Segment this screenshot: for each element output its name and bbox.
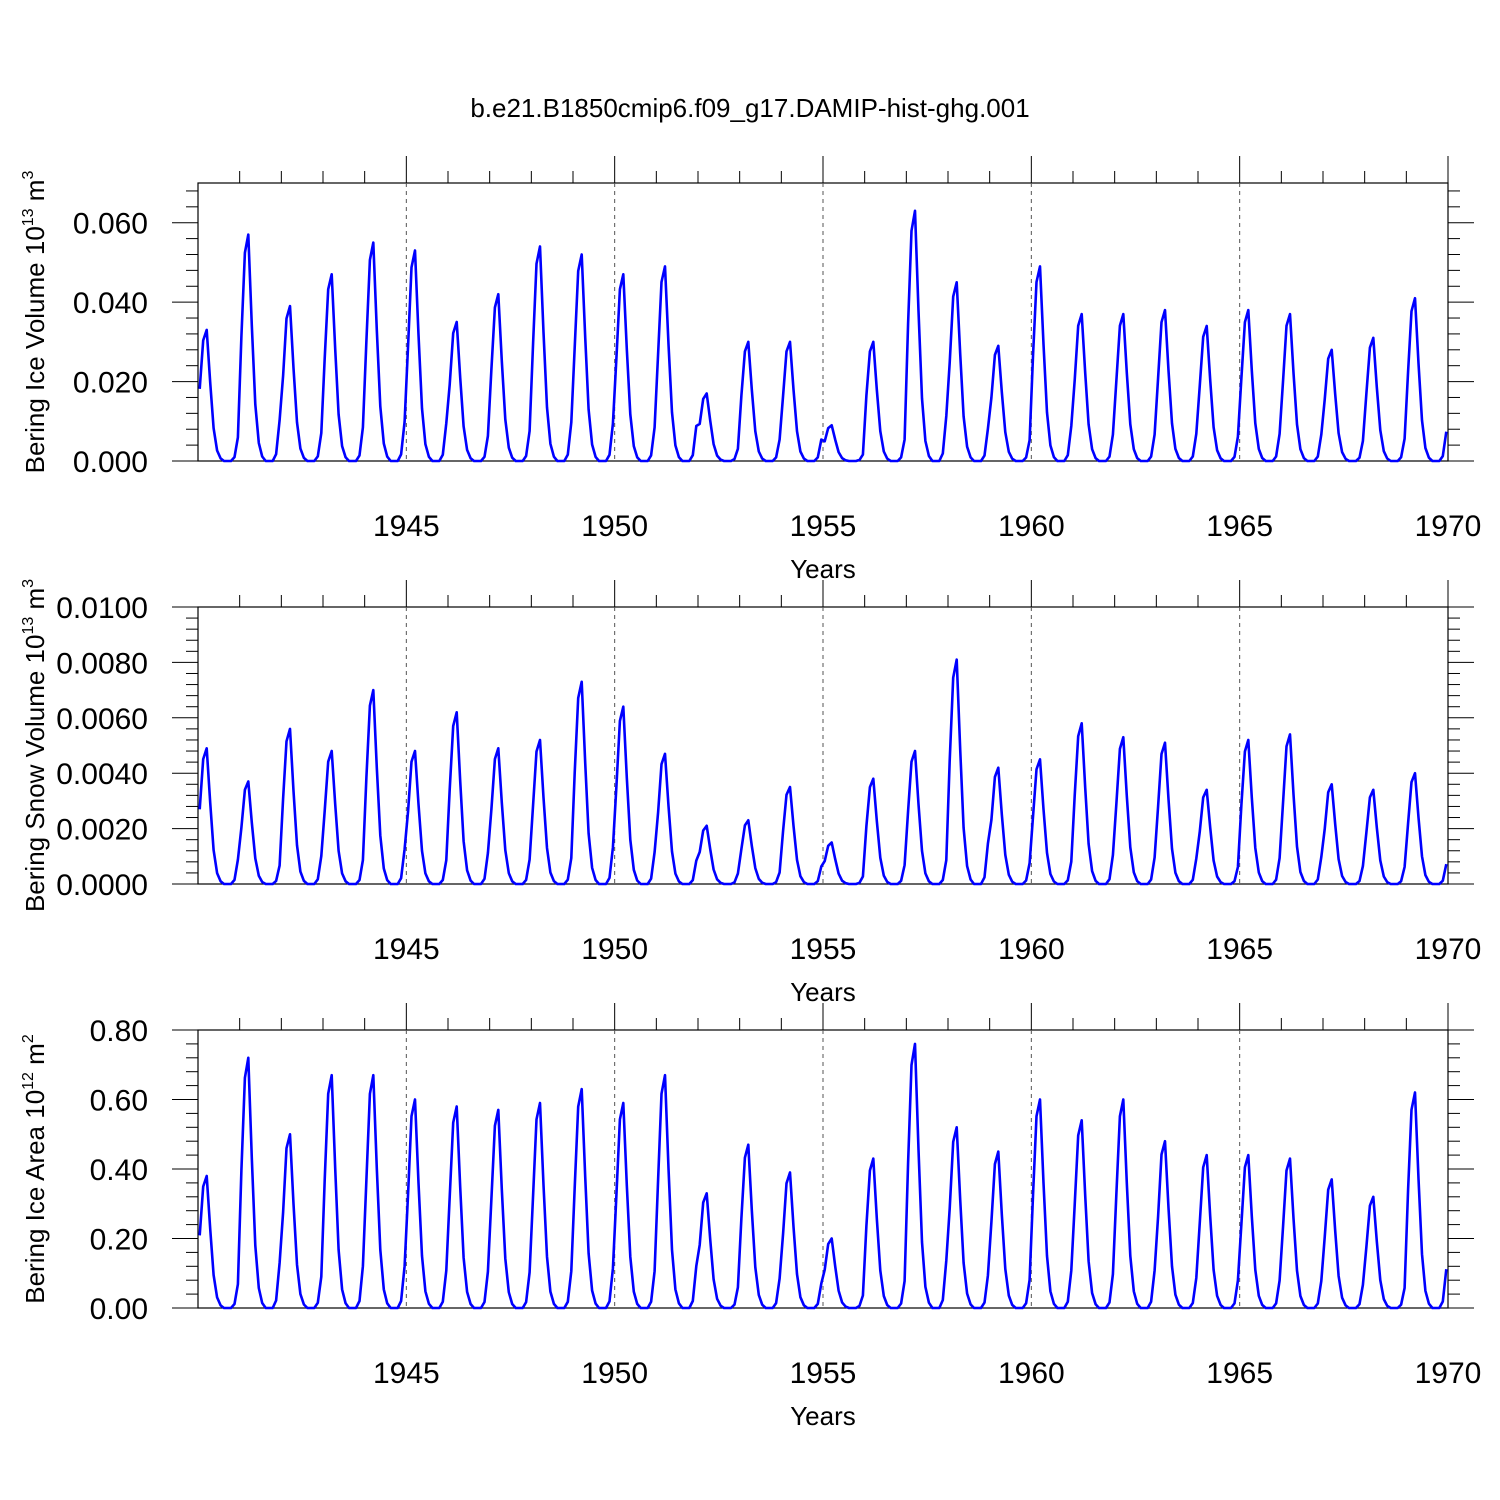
x-tick-label: 1955 [790,510,857,543]
x-tick-label: 1970 [1415,1357,1482,1390]
y-tick-label: 0.80 [90,1015,148,1048]
x-tick-label: 1955 [790,933,857,966]
x-tick-label: 1950 [581,1357,648,1390]
y-tick-label: 0.0100 [56,592,148,625]
x-tick-label: 1965 [1206,510,1273,543]
y-tick-label: 0.0080 [56,647,148,680]
data-series-line [198,209,1448,463]
x-tick-label: 1960 [998,933,1065,966]
x-tick-label: 1970 [1415,510,1482,543]
y-axis-title: Bering Ice Area 1012 m2 [20,1034,50,1304]
data-series-line [198,1042,1448,1310]
x-tick-label: 1960 [998,1357,1065,1390]
chart-title: b.e21.B1850cmip6.f09_g17.DAMIP-hist-ghg.… [470,93,1029,123]
y-axis-title: Bering Snow Volume 1013 m3 [20,579,50,912]
panel-1: 0.000 0.020 0.040 0.060 1945 1950 1955 1960 1965… [20,156,1481,584]
x-tick-label: 1950 [581,933,648,966]
y-tick-label: 0.60 [90,1085,148,1118]
y-tick-label: 0.0040 [56,758,148,791]
y-tick-label: 0.0060 [56,703,148,736]
x-tick-label: 1955 [790,1357,857,1390]
y-tick-label: 0.40 [90,1154,148,1187]
y-tick-label: 0.040 [73,287,148,320]
y-tick-label: 0.20 [90,1224,148,1257]
y-tick-label: 0.0000 [56,869,148,902]
y-tick-label: 0.000 [73,446,148,479]
x-tick-label: 1945 [373,1357,440,1390]
y-tick-label: 0.00 [90,1293,148,1326]
y-tick-label: 0.060 [73,208,148,241]
x-tick-label: 1950 [581,510,648,543]
x-tick-label: 1965 [1206,1357,1273,1390]
x-tick-label: 1970 [1415,933,1482,966]
x-axis-title: Years [790,1401,856,1431]
y-tick-label: 0.0020 [56,814,148,847]
x-tick-label: 1945 [373,510,440,543]
panel-2: 0.0000 0.0020 0.0040 0.0060 0.0080 0.0100 1945… [20,579,1481,1007]
panel-3: 0.00 0.20 0.40 0.60 0.80 1945 1950 1955 1960 1965… [20,1003,1481,1431]
data-series-line [198,658,1448,886]
x-tick-label: 1965 [1206,933,1273,966]
x-axis-title: Years [790,554,856,584]
x-tick-label: 1945 [373,933,440,966]
y-axis-title: Bering Ice Volume 1013 m3 [20,171,50,474]
y-tick-label: 0.020 [73,367,148,400]
x-tick-label: 1960 [998,510,1065,543]
x-axis-title: Years [790,977,856,1007]
